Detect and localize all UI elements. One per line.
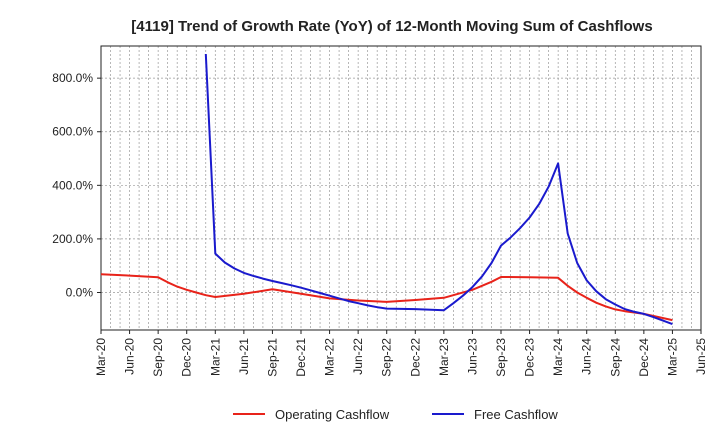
x-tick-label: Sep-23 — [494, 338, 508, 377]
y-tick-label: 200.0% — [52, 232, 93, 246]
x-tick-label: Dec-23 — [523, 338, 537, 377]
x-tick-label: Jun-25 — [694, 338, 708, 375]
x-tick-label: Mar-20 — [94, 338, 108, 376]
grid — [100, 46, 702, 330]
series-line-0 — [100, 273, 673, 322]
x-tick-label: Mar-23 — [437, 338, 451, 376]
y-axis: 0.0% 200.0% 400.0% 600.0% 800.0% — [52, 71, 101, 299]
x-tick-label: Dec-20 — [180, 338, 194, 377]
legend-label-1: Free Cashflow — [474, 407, 558, 422]
series-line-1 — [204, 53, 673, 326]
y-tick-label: 0.0% — [66, 285, 94, 299]
legend: Operating Cashflow Free Cashflow — [233, 407, 558, 422]
x-axis: Mar-20 Jun-20 Sep-20 Dec-20 Mar-21 Jun-21 Sep-… — [94, 330, 708, 377]
x-tick-label: Mar-22 — [323, 338, 337, 376]
x-tick-label: Sep-21 — [265, 338, 279, 377]
x-tick-label: Sep-22 — [380, 338, 394, 377]
x-tick-label: Jun-24 — [580, 338, 594, 375]
chart-title: [4119] Trend of Growth Rate (YoY) of 12-… — [131, 18, 652, 35]
x-tick-label: Dec-22 — [408, 338, 422, 377]
x-tick-label: Jun-20 — [123, 338, 137, 375]
x-tick-label: Dec-21 — [294, 338, 308, 377]
legend-label-0: Operating Cashflow — [275, 407, 390, 422]
y-tick-label: 600.0% — [52, 125, 93, 139]
x-tick-label: Mar-21 — [208, 338, 222, 376]
plot-frame — [100, 45, 702, 331]
x-tick-label: Mar-25 — [665, 338, 679, 376]
x-tick-label: Jun-22 — [351, 338, 365, 375]
x-tick-label: Sep-24 — [608, 338, 622, 377]
y-tick-label: 400.0% — [52, 178, 93, 192]
y-tick-label: 800.0% — [52, 71, 93, 85]
x-tick-label: Dec-24 — [637, 338, 651, 377]
x-tick-label: Sep-20 — [151, 338, 165, 377]
x-tick-label: Jun-21 — [237, 338, 251, 375]
series-lines — [100, 53, 673, 326]
x-tick-label: Jun-23 — [465, 338, 479, 375]
x-tick-label: Mar-24 — [551, 338, 565, 376]
